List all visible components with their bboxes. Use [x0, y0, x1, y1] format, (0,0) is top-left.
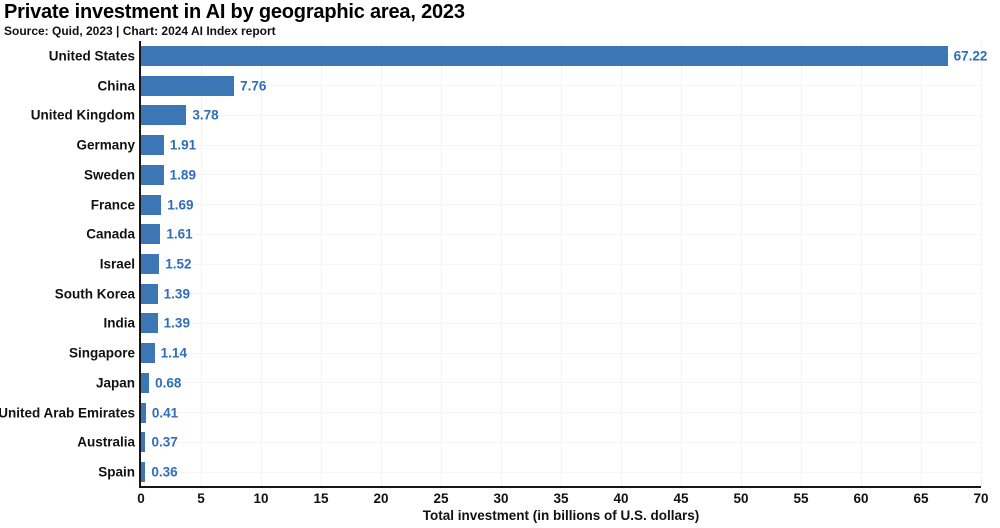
category-label: Singapore: [68, 345, 135, 361]
category-label: South Korea: [54, 286, 135, 302]
category-label: Israel: [99, 256, 135, 272]
v-gridline: [680, 41, 682, 487]
bar: [141, 313, 158, 334]
category-label: Australia: [77, 434, 135, 450]
bar: [141, 224, 161, 245]
x-tick-label: 55: [793, 491, 809, 506]
x-axis-line: [139, 486, 981, 488]
x-tick-label: 50: [733, 491, 749, 506]
bar-value-label: 1.89: [169, 167, 196, 183]
bar-value-label: 0.36: [151, 464, 178, 480]
bar-value-label: 0.37: [151, 434, 178, 450]
v-gridline: [320, 41, 322, 487]
bar-value-label: 1.52: [165, 256, 192, 272]
x-tick-label: 60: [853, 491, 869, 506]
bar-value-label: 7.76: [240, 78, 267, 94]
bar-value-label: 0.68: [155, 375, 182, 391]
x-tick-label: 20: [373, 491, 389, 506]
chart-subtitle: Source: Quid, 2023 | Chart: 2024 AI Inde…: [4, 24, 276, 38]
x-tick-label: 15: [313, 491, 329, 506]
bar: [141, 135, 164, 156]
category-label: China: [97, 78, 135, 94]
category-label: Japan: [95, 375, 135, 391]
bar: [141, 432, 146, 453]
x-tick-label: 30: [493, 491, 509, 506]
v-gridline: [200, 41, 202, 487]
bar-value-label: 1.14: [160, 345, 187, 361]
x-tick-label: 40: [613, 491, 629, 506]
bar: [141, 283, 158, 304]
bar-value-label: 0.41: [151, 405, 179, 421]
bar: [141, 164, 164, 185]
v-gridline: [560, 41, 562, 487]
v-gridline: [260, 41, 262, 487]
category-label: Spain: [98, 464, 135, 480]
bar-value-label: 67.22: [953, 48, 988, 64]
category-label: Sweden: [83, 167, 135, 183]
bar: [141, 45, 948, 66]
bar: [141, 254, 160, 274]
bar: [141, 372, 150, 393]
v-gridline: [500, 41, 502, 487]
x-tick-label: 5: [197, 491, 205, 506]
bar-value-label: 1.91: [169, 137, 197, 153]
x-axis-title: Total investment (in billions of U.S. do…: [422, 508, 700, 523]
bar: [141, 462, 146, 483]
bar: [141, 105, 187, 126]
v-gridline: [980, 41, 982, 487]
bar: [141, 402, 146, 423]
bar-value-label: 1.69: [167, 197, 194, 213]
category-label: United States: [48, 48, 135, 64]
bar: [141, 194, 162, 215]
category-label: Germany: [76, 137, 135, 153]
category-label: France: [90, 197, 135, 213]
category-label: Canada: [86, 226, 135, 242]
category-label: United Arab Emirates: [0, 405, 135, 421]
v-gridline: [620, 41, 622, 487]
x-tick-label: 25: [433, 491, 449, 506]
v-gridline: [920, 41, 922, 487]
bar-value-label: 1.39: [163, 315, 190, 331]
category-label: United Kingdom: [30, 107, 135, 123]
bar-value-label: 3.78: [192, 107, 219, 123]
y-axis-line: [139, 41, 141, 487]
bar-value-label: 1.39: [163, 286, 190, 302]
bar: [141, 75, 235, 96]
v-gridline: [740, 41, 742, 487]
x-tick-label: 65: [913, 491, 929, 506]
v-gridline: [800, 41, 802, 487]
v-gridline: [440, 41, 442, 487]
x-tick-label: 45: [673, 491, 689, 506]
x-tick-label: 10: [253, 491, 269, 506]
bar-value-label: 1.61: [166, 226, 193, 242]
bar: [141, 343, 155, 364]
category-label: India: [103, 315, 135, 331]
v-gridline: [860, 41, 862, 487]
v-gridline: [380, 41, 382, 487]
x-tick-label: 35: [553, 491, 569, 506]
x-tick-label: 0: [137, 491, 145, 506]
x-tick-label: 70: [973, 491, 989, 506]
chart-title: Private investment in AI by geographic a…: [4, 1, 465, 23]
